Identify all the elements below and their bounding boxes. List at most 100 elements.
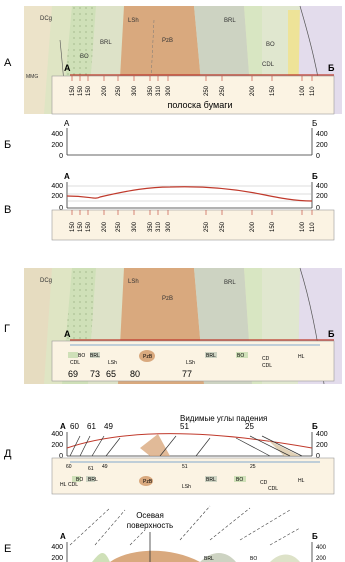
strip-tick-label: 150 [78,85,84,96]
strip-unit-lsh-2: LSh [186,360,195,366]
elev-tick: 0 [59,205,63,212]
paper-strip-a: 150 150 150 200 250 300 350 310 300 250 250 200 150 1… [51,75,335,115]
topographic-profile-line [66,433,313,449]
unit-label-lsh: LSh [128,18,139,24]
elev-axis-left-e: 400 200 [51,544,63,562]
strip-unit-cdl: CDL [68,482,78,488]
strip-unit-cdl-2: CDL [262,363,272,369]
strip-tick-label: 300 [132,221,138,232]
endpoint-end-b: Б [312,119,317,128]
elev-axis-left-v: 400 200 0 [51,183,63,212]
strip-unit-hl-2: HL [298,478,305,484]
axial-dashed-lines [69,505,301,546]
endpoint-start-g: А [64,329,71,339]
strip-unit-brl-2: BRL [206,353,216,359]
endpoint-end-d: Б [312,422,318,431]
dip-value: 60 [70,422,79,431]
panel-g: Г DCg LSh PzB BRL А Б [4,267,342,385]
strip-unit-bo: BO [78,353,85,359]
dip-value: 61 [87,422,96,431]
unit-label-pzb: PzB [162,296,173,302]
strip-tick-label: 310 [156,221,162,232]
dip-lines [69,435,303,457]
strip-unit-cd: CD [260,480,268,486]
unit-label-cdl: CDL [262,62,275,68]
unit-label-lsh: LSh [128,279,139,285]
elev-tick: 200 [316,442,328,449]
elev-axis-right-v: 400 200 0 [316,183,328,212]
dip-value: 77 [182,369,192,379]
topographic-profile-line [66,186,313,202]
dip-value: 49 [104,422,113,431]
strip-tick-label: 300 [166,221,172,232]
elev-axis-left-b: 400 200 0 [51,131,63,160]
strip-dip: 25 [250,464,256,470]
strip-tick-label: 150 [70,221,76,232]
axial-caption-line2: поверхность [127,521,173,530]
endpoint-end-g: Б [328,329,335,339]
strip-tick-label: 150 [78,221,84,232]
strip-tick-label: 200 [102,85,108,96]
elev-tick: 0 [316,153,320,160]
elev-tick: 0 [316,453,320,460]
elev-tick: 200 [51,142,63,149]
strip-tick-label: 250 [204,85,210,96]
elev-tick: 400 [316,431,328,438]
dip-value: 51 [180,422,189,431]
strip-tick-label: 150 [270,221,276,232]
strip-unit-pzb: PzB [143,479,153,485]
endpoint-start-e: А [60,532,66,541]
elev-tick: 200 [51,442,63,449]
strip-tick-label: 250 [116,221,122,232]
elev-tick: 400 [316,183,328,190]
strip-tick-label: 250 [220,221,226,232]
strip-unit-hl: HL [298,354,305,360]
step-letter-d: Д [4,448,12,460]
strip-label: полоска бумаги [167,100,232,110]
step-letter-g: Г [4,323,10,335]
strip-tick-label: 110 [310,222,316,232]
unit-label-dcg: DCg [40,278,52,284]
elev-tick: 200 [316,556,327,562]
strip-tick-label: 250 [204,221,210,232]
unit-label-bo-2: BO [266,42,275,48]
strip-tick-label: 100 [300,85,306,96]
strip-tick-label: 250 [220,85,226,96]
strip-unit-cdl: CDL [70,360,80,366]
strip-tick-label: 200 [102,221,108,232]
unit-label-dcg: DCg [40,16,52,22]
strip-unit-bo-2: BO [236,477,243,483]
panel-e: Е Осевая поверхность А Б BRL BO 400 200 … [4,505,327,562]
strip-tick-label: 350 [148,85,154,96]
panel-v: В А Б 400 200 0 400 200 0 150 150 150 200 25… [4,172,335,241]
elev-tick: 200 [316,142,328,149]
strip-unit-hl: HL [60,482,67,488]
geology-strip-d: HL CDL BO BRL PzB LSh BRL BO CD CDL HL 6… [51,457,335,495]
strip-tick-label: 200 [250,85,256,96]
dip-value: 25 [245,422,254,431]
strip-dip: 49 [102,464,108,470]
axial-caption-line1: Осевая [136,511,164,520]
endpoint-end-a: Б [328,63,335,73]
elev-axis-right-b: 400 200 0 [316,131,328,160]
elev-tick: 400 [316,131,328,138]
elev-tick: 200 [51,193,63,200]
section-unit-bo: BO [250,556,257,562]
strip-unit-bo: BO [76,477,83,483]
endpoint-start-b: А [64,119,70,128]
strip-tick-label: 150 [270,85,276,96]
elev-tick: 200 [316,193,328,200]
elev-tick: 400 [51,183,63,190]
elev-axis-left-d: 400 200 0 [51,431,63,460]
dip-value: 69 [68,369,78,379]
dip-value: 73 [90,369,100,379]
strip-dip: 51 [182,464,188,470]
elev-tick: 400 [51,131,63,138]
elev-tick: 400 [51,544,63,551]
unit-label-pzb: PzB [162,38,173,44]
unit-label-brl: BRL [224,280,236,286]
dip-caption: Видимые углы падения [180,414,267,423]
strip-tick-label: 110 [310,86,316,96]
elev-tick: 400 [51,431,63,438]
